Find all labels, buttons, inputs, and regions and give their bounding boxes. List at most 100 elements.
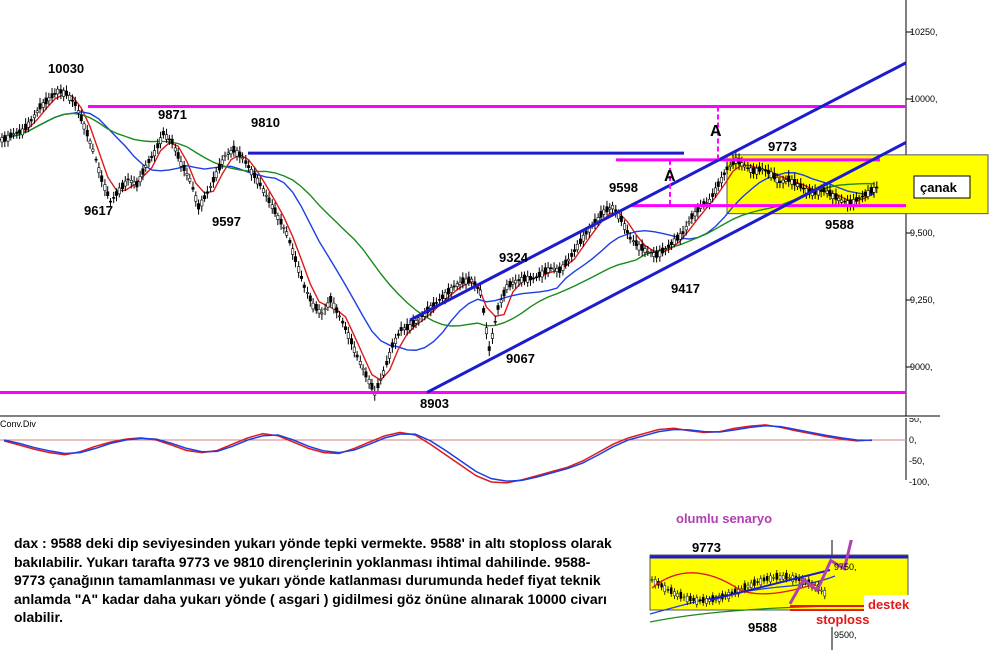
candle-body [558,266,562,274]
candle-body [787,175,791,182]
candle-body [540,270,544,278]
candle-body [722,172,726,176]
candle-body [138,176,142,183]
candle-body [85,129,89,137]
candle-body [32,114,36,119]
candle-body [531,277,535,280]
candle-body [520,277,524,284]
candle-body [716,181,720,187]
inset-candle-body [695,597,699,605]
candle-body [464,278,468,285]
candle-body [44,97,48,105]
candle-body [781,179,785,184]
candle-body [205,191,209,194]
candle-body [834,193,838,200]
candle-body [778,180,782,183]
candle-body [20,128,24,136]
price-tick-label: 9,250, [910,295,935,305]
candle-body [390,342,394,348]
candle-body [29,119,33,122]
candle-body [241,157,245,160]
candle-body [79,114,83,122]
candle-body [602,209,606,215]
candle-body [790,179,794,185]
candle-body [725,166,729,171]
candle-body [769,171,773,179]
candle-body [194,195,198,202]
candle-body [443,292,447,299]
label-9617: 9617 [84,203,113,218]
candle-body [599,211,603,218]
destek-tag [864,595,924,611]
inset-candle-body [701,596,705,603]
candle-body [165,134,169,140]
candle-body [854,197,858,202]
candle-body [446,288,450,295]
oscillator-tick-label: 0, [909,435,917,445]
candle-body [490,333,494,339]
candle-body [863,191,867,197]
candle-body [681,231,685,235]
candle-body [197,203,201,210]
stoploss-tag [812,611,888,627]
inset-candle-body [823,590,827,597]
candle-body [623,223,627,230]
candle-body [214,171,218,179]
candle-body [567,258,571,262]
oscillator-tick-label: -100, [909,477,930,486]
candle-body [543,267,547,274]
candle-body [59,89,63,94]
candle-body [261,188,265,193]
candle-body [147,159,151,164]
candle-body [156,143,160,149]
candle-body [270,204,274,209]
candle-body [581,234,585,242]
candle-body [640,244,644,251]
candle-body [126,178,130,181]
candle-body [320,312,324,315]
candle-body [634,240,638,246]
candle-body [467,276,471,283]
candle-body [643,248,647,253]
candle-body [144,164,148,168]
candle-body [0,137,4,143]
candle-body [514,279,518,284]
candle-body [605,206,609,213]
candle-body [346,332,350,339]
candle-body [367,379,371,385]
candle-body [24,123,28,130]
candle-body [291,248,295,255]
label-9773: 9773 [768,139,797,154]
candle-body [179,161,183,167]
inset-candle-body [666,589,670,591]
candle-body [106,191,110,196]
candle-body [97,167,101,174]
candle-body [385,361,389,365]
candle-body [711,193,715,197]
candle-body [223,154,227,157]
candle-body [476,287,480,289]
label-10030: 10030 [48,61,84,76]
inset-candle-body [756,581,759,583]
price-tick-label: 9000, [910,362,933,372]
inset-candle-body [679,591,683,599]
candle-body [690,213,694,220]
candle-body [235,150,239,157]
candle-body [549,267,553,269]
candle-body [619,215,623,222]
candle-body [335,307,339,313]
candle-body [802,187,806,190]
inset-candle-body [685,595,689,603]
candle-body [203,195,207,200]
candle-body [229,150,233,155]
candle-body [297,266,301,273]
candle-body [299,275,303,279]
candle-body [3,135,7,142]
inset-candle-body [669,587,673,594]
label-9597: 9597 [212,214,241,229]
inset-tick-9750: 9750, [834,562,857,572]
candle-body [267,197,271,203]
candle-body [217,163,221,171]
oscillator-axis-ticks: 50, 0, -50, -100, [909,418,930,486]
candle-body [161,131,165,136]
